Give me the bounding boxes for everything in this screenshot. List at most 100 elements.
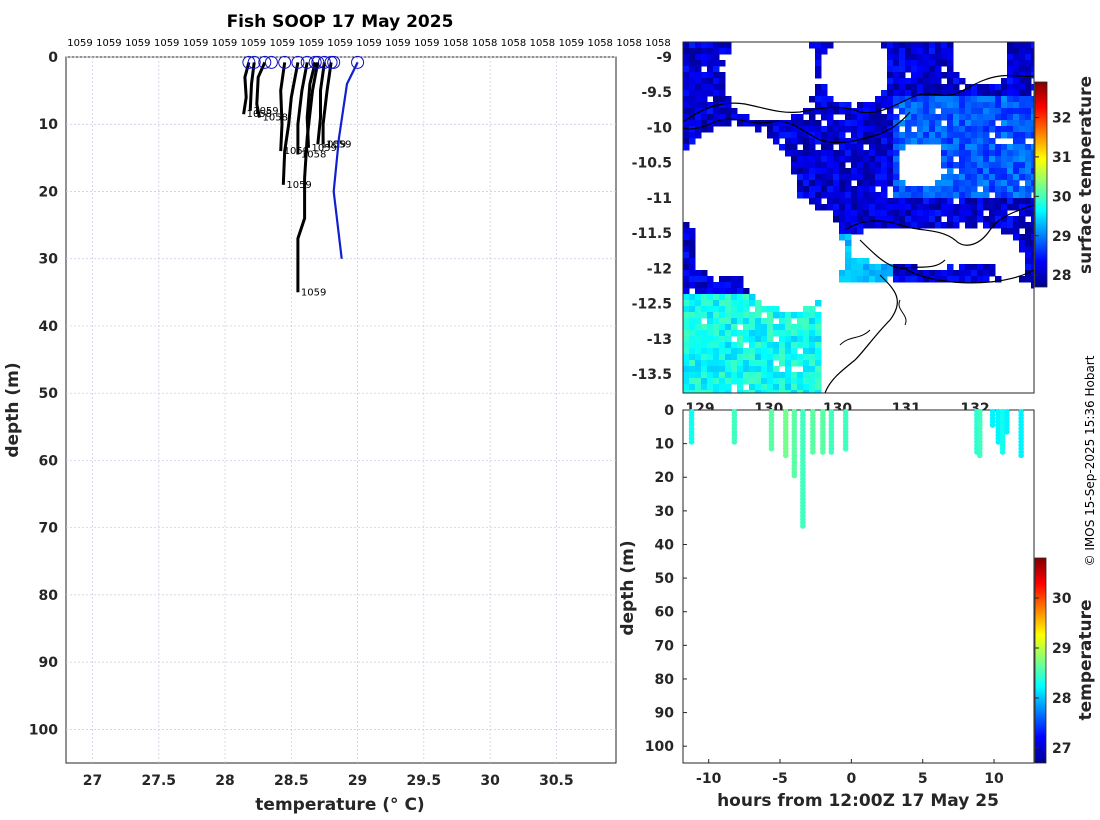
- sst-cell: [977, 264, 984, 271]
- sst-cell: [797, 180, 804, 187]
- sst-cell: [761, 384, 768, 391]
- sst-cell: [737, 366, 744, 373]
- sst-cell: [1025, 234, 1032, 241]
- sst-cell: [725, 312, 732, 319]
- sst-heatmap-cells: [683, 42, 1034, 393]
- sst-cell: [833, 174, 840, 181]
- sst-cell: [695, 276, 702, 283]
- sst-cell: [1013, 126, 1020, 133]
- sst-cell: [977, 168, 984, 175]
- sst-cell: [689, 270, 696, 277]
- sst-cell: [881, 144, 888, 151]
- sst-cell: [869, 144, 876, 151]
- sst-cell: [899, 84, 906, 91]
- sst-cell: [743, 378, 750, 385]
- sst-cell: [971, 126, 978, 133]
- sst-cell: [689, 318, 696, 325]
- sst-cell: [1013, 120, 1020, 127]
- sst-cell: [899, 96, 906, 103]
- sst-cell: [797, 330, 804, 337]
- sst-cell: [923, 72, 930, 79]
- depth-time-point: [995, 439, 1002, 445]
- sst-cell: [887, 132, 894, 139]
- sst-cell: [773, 366, 780, 373]
- sst-cell: [719, 42, 726, 49]
- sst-cell: [1007, 42, 1014, 49]
- sst-cell: [827, 42, 834, 49]
- sst-cell: [983, 168, 990, 175]
- depth-time-y-tick-label: 40: [655, 537, 675, 553]
- sst-cell: [905, 54, 912, 61]
- sst-cell: [689, 354, 696, 361]
- sst-cell: [965, 210, 972, 217]
- sst-cell: [959, 114, 966, 121]
- sst-cell: [869, 186, 876, 193]
- sst-cell: [923, 120, 930, 127]
- profile-x-tick-label: 30: [480, 773, 500, 789]
- sst-cell: [791, 156, 798, 163]
- sst-cell: [743, 294, 750, 301]
- sst-cell: [713, 300, 720, 307]
- sst-cell: [743, 354, 750, 361]
- sst-cell: [707, 324, 714, 331]
- sst-cell: [743, 366, 750, 373]
- sst-cell: [1019, 78, 1026, 85]
- temperature-colorbar-label: temperature: [1076, 599, 1096, 720]
- sst-cell: [839, 228, 846, 235]
- sst-cell: [1001, 180, 1008, 187]
- sst-cell: [899, 120, 906, 127]
- sst-cell: [707, 354, 714, 361]
- sst-cell: [947, 156, 954, 163]
- sst-cell: [941, 144, 948, 151]
- sst-cell: [707, 48, 714, 55]
- sst-cell: [695, 300, 702, 307]
- sst-cell: [953, 96, 960, 103]
- sst-cell: [785, 138, 792, 145]
- sst-cell: [809, 360, 816, 367]
- sst-cell: [1031, 198, 1034, 205]
- sst-cell: [935, 84, 942, 91]
- sst-cell: [701, 90, 708, 97]
- profile-top-label: 1059: [125, 38, 150, 49]
- sst-cell: [761, 342, 768, 349]
- sst-cell: [845, 240, 852, 247]
- sst-cell: [791, 336, 798, 343]
- sst-cell: [1031, 168, 1034, 175]
- depth-time-y-tick-label: 90: [655, 706, 675, 722]
- sst-cell: [1019, 132, 1026, 139]
- sst-cell: [887, 222, 894, 229]
- sst-cell: [737, 354, 744, 361]
- sst-cell: [971, 198, 978, 205]
- sst-cell: [893, 198, 900, 205]
- sst-cell: [695, 78, 702, 85]
- sst-cell: [839, 180, 846, 187]
- sst-cell: [725, 390, 732, 393]
- sst-cell: [1001, 114, 1008, 121]
- sst-cell: [887, 264, 894, 271]
- sst-cell: [851, 192, 858, 199]
- sst-cell: [935, 54, 942, 61]
- sst-cell: [875, 138, 882, 145]
- sst-cell: [815, 192, 822, 199]
- sst-cell: [791, 354, 798, 361]
- sst-cell: [851, 162, 858, 169]
- sst-cell: [1013, 174, 1020, 181]
- sst-cell: [1031, 102, 1034, 109]
- sst-cell: [851, 264, 858, 271]
- sst-cell: [839, 210, 846, 217]
- sst-cell: [893, 162, 900, 169]
- sst-cell: [971, 132, 978, 139]
- profile-x-axis-label: temperature (° C): [255, 795, 424, 815]
- sst-cell: [875, 216, 882, 223]
- sst-cell: [1025, 186, 1032, 193]
- sst-cell: [707, 42, 714, 49]
- sst-cell: [965, 114, 972, 121]
- sst-cell: [725, 294, 732, 301]
- sst-cell: [941, 276, 948, 283]
- sst-cell: [947, 162, 954, 169]
- sst-cell: [815, 126, 822, 133]
- sst-cell: [1025, 168, 1032, 175]
- sst-cell: [977, 216, 984, 223]
- sst-cell: [845, 246, 852, 253]
- sst-cell: [809, 144, 816, 151]
